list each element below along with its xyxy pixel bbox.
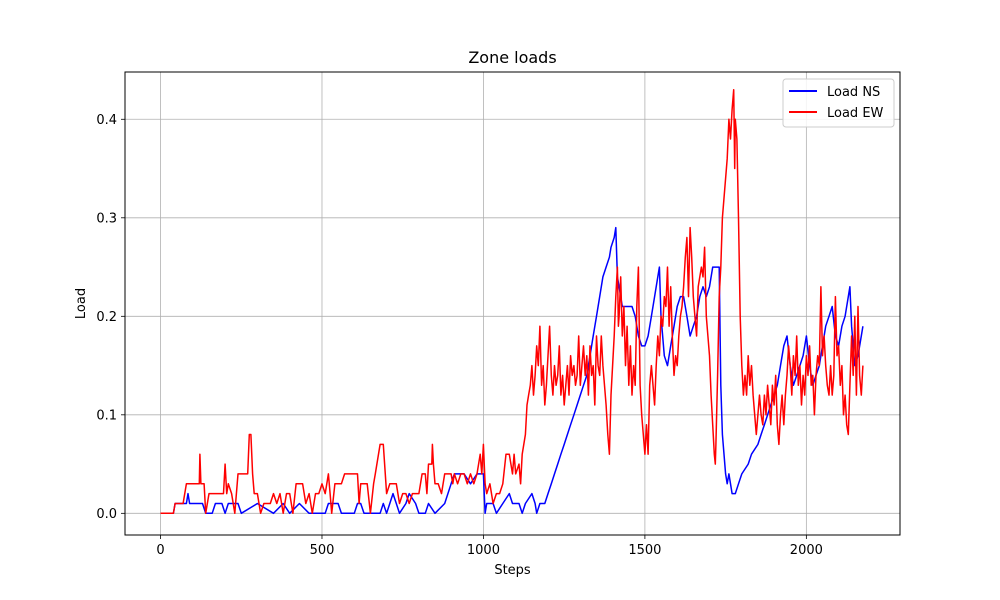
chart-title: Zone loads <box>468 48 556 67</box>
legend-label-ew: Load EW <box>827 106 884 121</box>
y-axis-label: Load <box>74 288 89 319</box>
series-line-load-ns <box>160 226 864 515</box>
x-tick-label: 2000 <box>790 543 823 558</box>
y-tick-label: 0.3 <box>96 211 117 226</box>
x-tick-label: 1000 <box>467 543 500 558</box>
y-tick-label: 0.2 <box>96 310 117 325</box>
x-tick-label: 500 <box>310 543 335 558</box>
x-axis-label: Steps <box>494 563 531 578</box>
y-axis: 0.0 0.1 0.2 0.3 0.4 <box>96 113 125 522</box>
legend-label-ns: Load NS <box>827 85 880 100</box>
legend: Load NS Load EW <box>782 78 895 128</box>
y-tick-label: 0.1 <box>96 408 117 423</box>
y-tick-label: 0.0 <box>96 507 117 522</box>
x-tick-label: 0 <box>156 543 164 558</box>
x-axis: 0 500 1000 1500 2000 <box>156 535 823 558</box>
series-group <box>160 88 864 515</box>
series-line-load-ew <box>160 88 864 515</box>
x-tick-label: 1500 <box>628 543 661 558</box>
plot-frame <box>124 71 901 536</box>
y-tick-label: 0.4 <box>96 113 117 128</box>
